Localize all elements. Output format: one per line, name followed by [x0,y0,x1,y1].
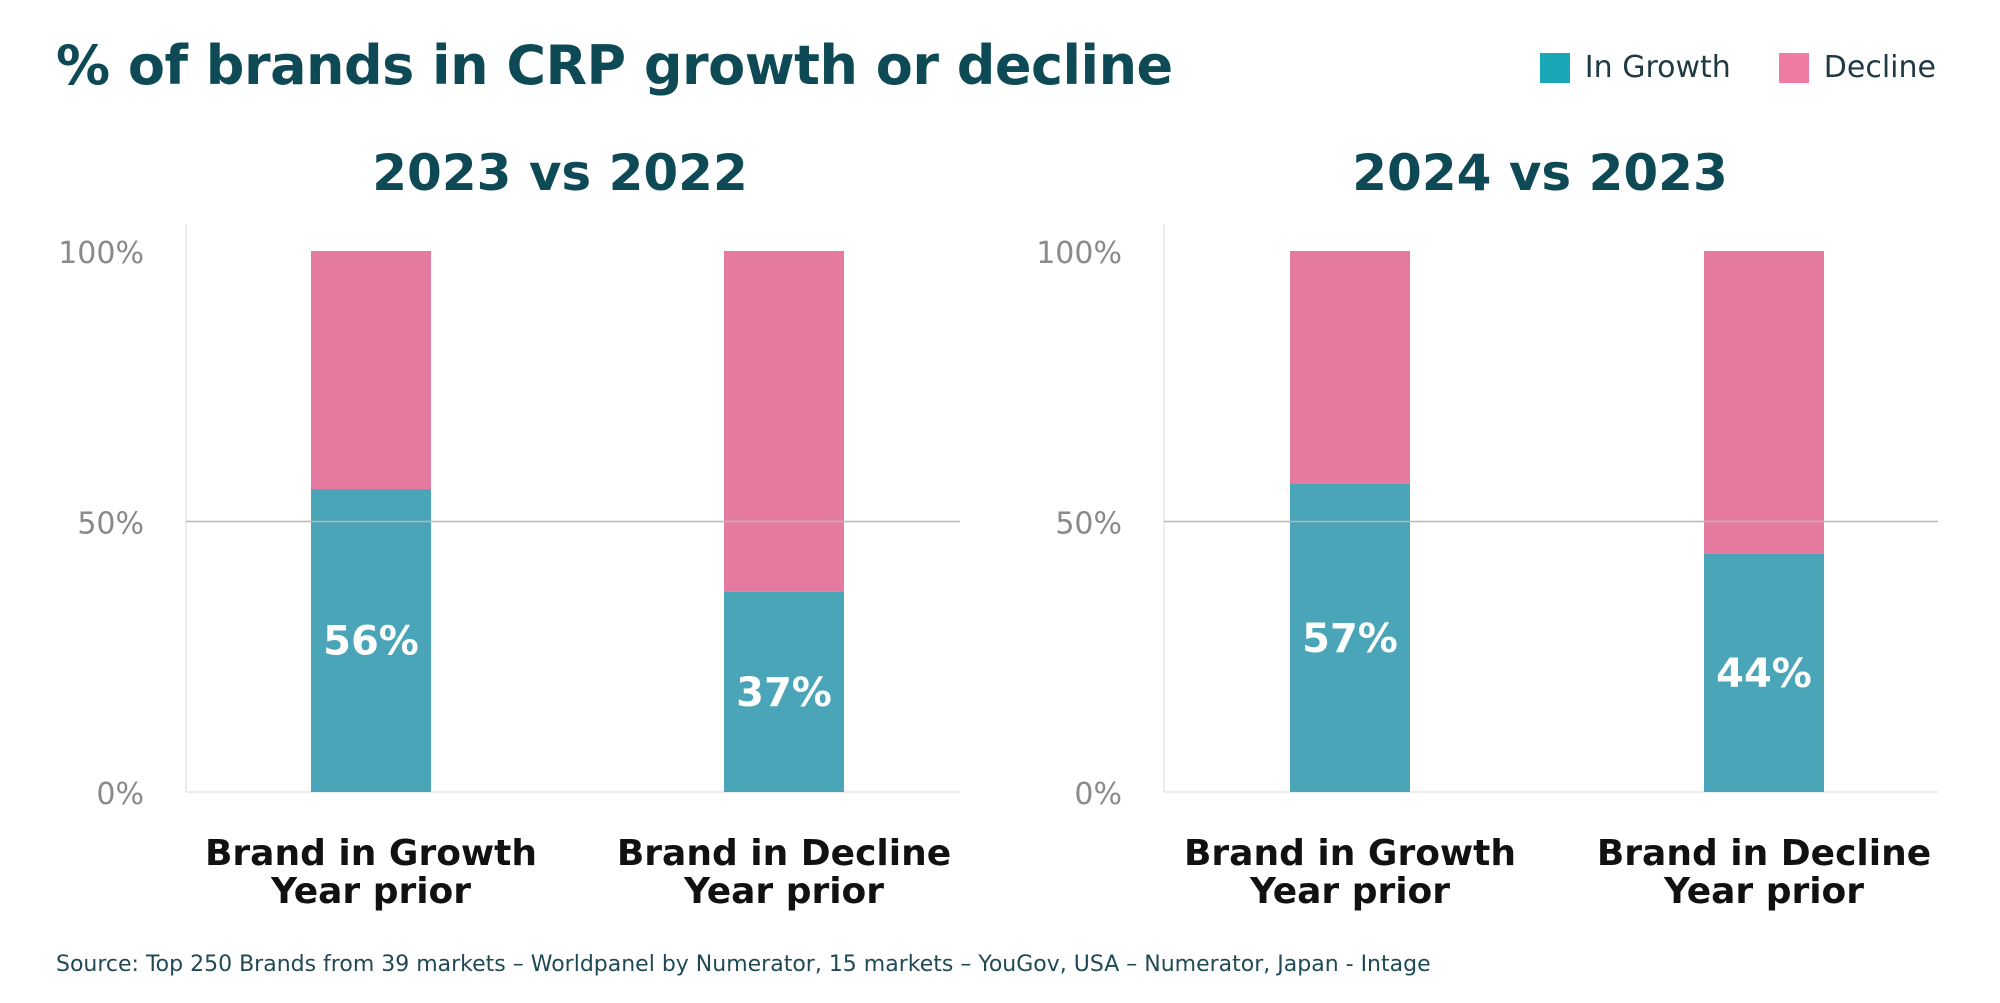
data-label-2-2: 44% [1716,651,1812,697]
y-tick-label-2-0: 0% [1074,777,1122,812]
bar-decline-1-2 [724,251,844,592]
bar-in-growth-1-2 [724,591,844,792]
y-tick-label-2-50: 50% [1055,507,1122,542]
category-label-2-1-line-2: Year prior [1249,871,1450,912]
data-label-2-1: 57% [1302,616,1398,662]
category-label-1-1-line-1: Brand in Growth [205,833,537,874]
bar-in-growth-1-1 [311,489,431,792]
legend-item-decline: Decline [1778,50,1936,85]
legend-swatch-decline [1778,52,1809,83]
y-tick-label-1-50: 50% [77,507,144,542]
category-label-2-1-line-1: Brand in Growth [1184,833,1516,874]
legend-label-decline: Decline [1823,50,1936,85]
bar-decline-2-2 [1704,251,1824,554]
data-label-1-2: 37% [736,670,832,716]
y-tick-label-2-100: 100% [1036,236,1122,271]
bar-decline-2-1 [1290,251,1410,484]
category-label-1-2-line-2: Year prior [683,871,884,912]
category-label-1-1-line-2: Year prior [270,871,471,912]
legend-item-in-growth: In Growth [1539,50,1731,85]
bar-in-growth-2-2 [1704,553,1824,792]
bar-in-growth-2-1 [1290,483,1410,792]
data-label-1-1: 56% [323,619,419,665]
panel-title-2: 2024 vs 2023 [1352,144,1728,202]
y-tick-label-1-0: 0% [96,777,144,812]
legend-swatch-in-growth [1539,52,1570,83]
category-label-1-2-line-1: Brand in Decline [617,833,951,874]
panel-title-1: 2023 vs 2022 [372,144,748,202]
legend-label-in-growth: In Growth [1584,50,1731,85]
category-label-2-2-line-1: Brand in Decline [1597,833,1931,874]
legend: In Growth Decline [1492,50,1936,85]
bar-decline-1-1 [311,251,431,490]
y-tick-label-1-100: 100% [58,236,144,271]
source-note: Source: Top 250 Brands from 39 markets –… [56,952,1431,977]
chart-title: % of brands in CRP growth or decline [56,34,1173,97]
category-label-2-2-line-2: Year prior [1663,871,1864,912]
